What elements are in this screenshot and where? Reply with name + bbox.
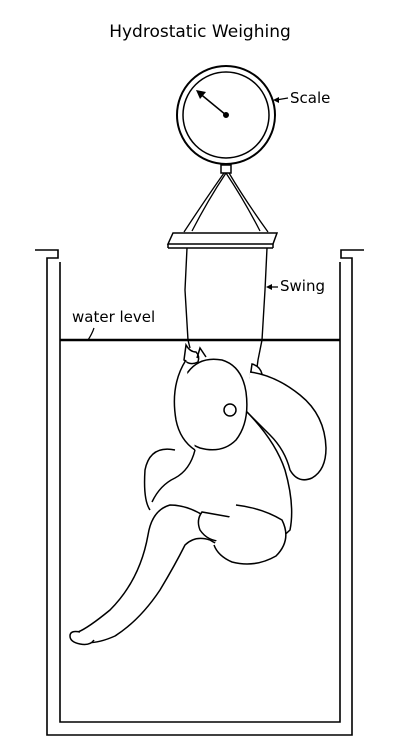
scale-needle <box>196 90 227 116</box>
swing-label-pointer <box>266 284 278 290</box>
submerged-person <box>69 342 327 646</box>
water-level-pointer <box>87 327 95 341</box>
suspension-cords <box>183 172 269 233</box>
scale-label: Scale <box>290 89 330 107</box>
suspension-board <box>166 232 279 249</box>
diagram-title: Hydrostatic Weighing <box>109 22 291 42</box>
scale-label-pointer <box>273 97 289 103</box>
swing-label: Swing <box>280 277 325 295</box>
water-tank <box>35 249 364 736</box>
scale-dial <box>176 65 276 174</box>
water-level-label: water level <box>72 308 155 326</box>
